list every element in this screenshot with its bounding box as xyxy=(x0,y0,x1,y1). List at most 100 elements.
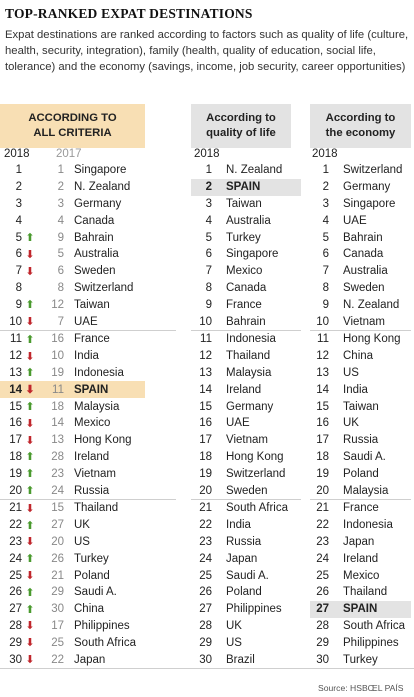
table-row: 27 ⬆ 30 China xyxy=(0,601,176,618)
table-row: 30 Turkey xyxy=(310,651,411,668)
rank-cell: 15 xyxy=(199,400,212,413)
table-row: 16 UAE xyxy=(191,415,301,432)
previous-rank-cell: 9 xyxy=(57,231,64,244)
table-row: 11 Indonesia xyxy=(191,329,301,348)
country-cell: France xyxy=(74,333,110,346)
down-arrow-icon: ⬇ xyxy=(25,502,35,515)
table-row: 26 ⬆ 29 Saudi A. xyxy=(0,584,176,601)
table-row: 17 Russia xyxy=(310,432,411,449)
table-row: 20 Malaysia xyxy=(310,482,411,499)
table-row: 19 Poland xyxy=(310,465,411,482)
country-cell: Mexico xyxy=(226,265,263,278)
country-cell: Canada xyxy=(343,248,384,261)
table-row: 15 Germany xyxy=(191,398,301,415)
country-cell: UAE xyxy=(343,214,367,227)
table-row: 11 Hong Kong xyxy=(310,329,411,348)
table-row: 21 France xyxy=(310,498,411,517)
country-cell: Sweden xyxy=(343,281,385,294)
year-current-life: 2018 xyxy=(194,148,220,160)
table-row: 6 Canada xyxy=(310,246,411,263)
rank-cell: 27 xyxy=(199,603,212,616)
rank-cell: 6 xyxy=(322,248,329,261)
table-row: 5 ⬆ 9 Bahrain xyxy=(0,229,176,246)
rank-cell: 4 xyxy=(205,214,212,227)
previous-rank-cell: 10 xyxy=(51,350,64,363)
previous-rank-cell: 1 xyxy=(57,164,64,177)
rank-cell: 23 xyxy=(316,535,329,548)
country-cell: US xyxy=(74,535,90,548)
table-row: 19 ⬆ 23 Vietnam xyxy=(0,465,176,482)
rank-cell: 28 xyxy=(316,619,329,632)
table-row: 12 Thailand xyxy=(191,348,301,365)
country-cell: Switzerland xyxy=(74,281,134,294)
table-row: 17 ⬇ 13 Hong Kong xyxy=(0,432,176,449)
country-cell: Turkey xyxy=(226,231,261,244)
country-cell: Taiwan xyxy=(74,298,110,311)
previous-rank-cell: 3 xyxy=(57,197,64,210)
country-cell: India xyxy=(74,350,99,363)
rank-cell: 29 xyxy=(316,636,329,649)
country-cell: US xyxy=(226,636,242,649)
rank-cell: 8 xyxy=(15,281,22,294)
rank-cell: 10 xyxy=(316,315,329,328)
rank-cell: 9 xyxy=(15,298,22,311)
country-cell: Indonesia xyxy=(343,519,393,532)
publisher-credit: EL PAÍS xyxy=(372,683,404,693)
up-arrow-icon: ⬆ xyxy=(25,468,35,481)
rank-cell: 14 xyxy=(316,383,329,396)
country-cell: India xyxy=(226,519,251,532)
all-criteria-list: 1 1 Singapore 2 2 N. Zealand 3 3 Germany 4 4 Canada… xyxy=(0,162,176,668)
table-row: 26 Poland xyxy=(191,584,301,601)
country-cell: Philippines xyxy=(226,603,282,616)
table-row: 14 Ireland xyxy=(191,381,301,398)
table-row: 18 Hong Kong xyxy=(191,449,301,466)
up-arrow-icon: ⬆ xyxy=(25,553,35,566)
table-row: 28 South Africa xyxy=(310,618,411,635)
table-row: 15 ⬆ 18 Malaysia xyxy=(0,398,176,415)
previous-rank-cell: 26 xyxy=(51,552,64,565)
down-arrow-icon: ⬇ xyxy=(25,620,35,633)
table-row: 25 Mexico xyxy=(310,567,411,584)
header-quality-of-life: According to quality of life xyxy=(191,104,291,148)
country-cell: UK xyxy=(74,519,90,532)
country-cell: Saudi A. xyxy=(226,569,269,582)
rank-cell: 29 xyxy=(9,636,22,649)
table-row: 23 Russia xyxy=(191,534,301,551)
table-row: 5 Bahrain xyxy=(310,229,411,246)
table-row: 13 Malaysia xyxy=(191,365,301,382)
country-cell: Switzerland xyxy=(343,164,403,177)
country-cell: Brazil xyxy=(226,653,255,666)
country-cell: Singapore xyxy=(226,248,279,261)
country-cell: Indonesia xyxy=(226,333,276,346)
country-cell: South Africa xyxy=(226,502,289,515)
country-cell: UK xyxy=(226,619,242,632)
table-row: 18 Saudi A. xyxy=(310,449,411,466)
table-row: 7 Mexico xyxy=(191,263,301,280)
rank-cell: 19 xyxy=(316,467,329,480)
table-row: 21 ⬇ 15 Thailand xyxy=(0,498,176,517)
country-cell: France xyxy=(343,502,379,515)
up-arrow-icon: ⬆ xyxy=(25,586,35,599)
table-row: 25 Saudi A. xyxy=(191,567,301,584)
country-cell: Singapore xyxy=(74,164,127,177)
country-cell: Australia xyxy=(343,265,388,278)
table-row: 16 UK xyxy=(310,415,411,432)
previous-rank-cell: 4 xyxy=(57,214,64,227)
table-row: 8 Sweden xyxy=(310,280,411,297)
up-arrow-icon: ⬆ xyxy=(25,299,35,312)
table-row: 3 Singapore xyxy=(310,196,411,213)
rank-cell: 18 xyxy=(9,450,22,463)
table-row: 1 N. Zealand xyxy=(191,162,301,179)
rank-cell: 9 xyxy=(205,298,212,311)
table-row: 4 Australia xyxy=(191,212,301,229)
country-cell: N. Zealand xyxy=(343,298,400,311)
rank-cell: 25 xyxy=(9,569,22,582)
down-arrow-icon: ⬇ xyxy=(25,248,35,261)
down-arrow-icon: ⬇ xyxy=(25,265,35,278)
table-row: 30 Brazil xyxy=(191,651,301,668)
rank-cell: 1 xyxy=(15,164,22,177)
rank-cell: 8 xyxy=(205,281,212,294)
rank-cell: 20 xyxy=(199,484,212,497)
rank-cell: 12 xyxy=(316,350,329,363)
country-cell: N. Zealand xyxy=(226,164,283,177)
